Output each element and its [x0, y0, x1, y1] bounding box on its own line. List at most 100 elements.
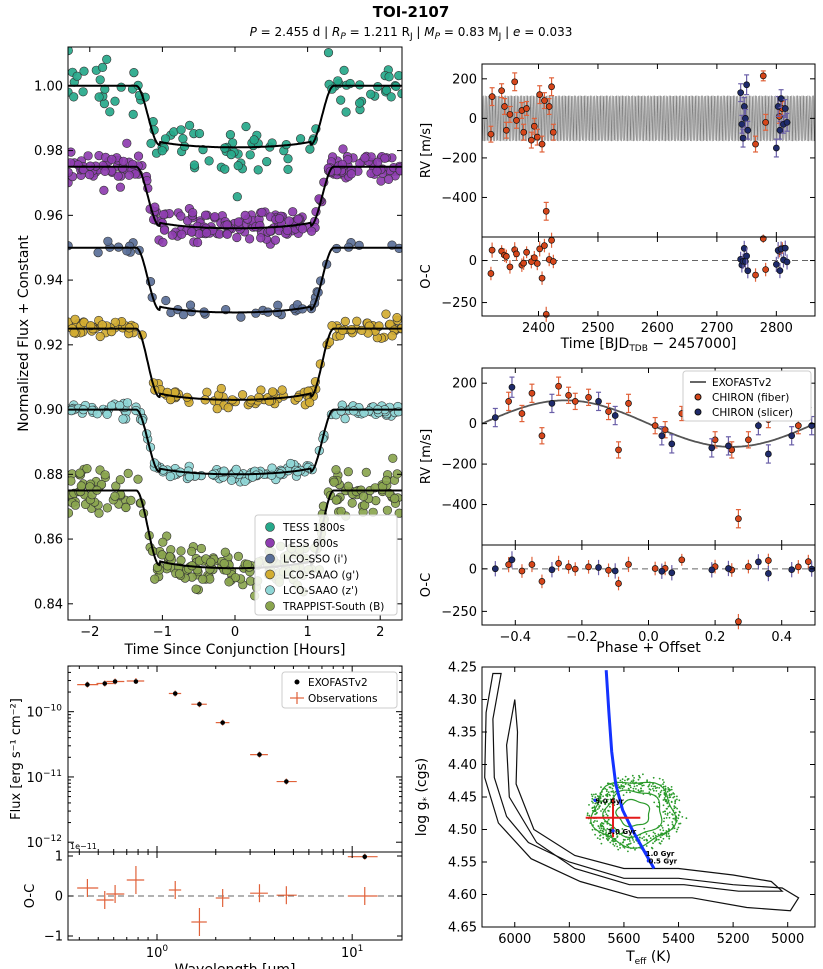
posterior-sample [619, 779, 622, 782]
fiber-residual-point [550, 258, 557, 265]
y-tick-label: −1 [44, 930, 63, 945]
posterior-sample [619, 844, 621, 846]
posterior-sample [662, 783, 664, 785]
flux-point [176, 125, 186, 135]
flux-point [191, 584, 201, 594]
flux-point [150, 574, 160, 584]
posterior-sample [650, 785, 653, 787]
y-tick-label: 1 [55, 850, 63, 865]
flux-point [79, 66, 89, 76]
flux-point [102, 503, 112, 513]
slicer-rv-point [658, 432, 666, 440]
figure-title: TOI-2107 [373, 3, 450, 21]
posterior-sample [632, 781, 634, 783]
y-tick-label: 4.25 [448, 661, 477, 676]
rv-phase-panel: −400 −200 0 200 −250 0 −0.4 −0.2 0.0 0.2 0.4 RV [m/… [419, 367, 816, 656]
posterior-sample [609, 828, 612, 831]
slicer-rv-point [743, 81, 750, 89]
flux-point [72, 71, 82, 81]
fiber-rv-point [542, 207, 550, 215]
posterior-sample [624, 839, 626, 841]
transit-legend: TESS 1800s TESS 600s LCO-SSO (i') LCO-SAAO … [254, 514, 398, 616]
flux-point [232, 192, 242, 202]
posterior-sample [600, 800, 602, 803]
flux-point [167, 230, 177, 240]
fiber-rv-point [759, 72, 767, 80]
posterior-sample [662, 829, 665, 832]
posterior-sample [673, 805, 676, 808]
posterior-sample [656, 786, 658, 789]
posterior-sample [600, 822, 603, 824]
x-tick-label: 5200 [717, 932, 750, 947]
posterior-sample [632, 779, 635, 781]
posterior-sample [648, 791, 651, 794]
posterior-sample [600, 786, 602, 788]
flux-point [240, 210, 250, 220]
fiber-residual-point [745, 563, 752, 570]
fiber-residual-point [804, 558, 812, 565]
flux-point [122, 138, 132, 148]
fiber-rv-point [487, 130, 495, 138]
posterior-sample [662, 811, 665, 813]
flux-point [343, 467, 353, 477]
posterior-sample [666, 790, 669, 793]
posterior-sample [671, 821, 674, 823]
posterior-sample [633, 841, 635, 843]
flux-point [355, 98, 365, 108]
posterior-sample [586, 814, 589, 816]
slicer-rv-point [508, 383, 516, 391]
x-tick-label: 5400 [662, 932, 695, 947]
posterior-sample [636, 784, 638, 787]
flux-point [103, 236, 113, 246]
slicer-rv-point [740, 103, 748, 110]
flux-point [124, 170, 134, 180]
flux-point [233, 551, 243, 562]
flux-point [69, 92, 79, 102]
flux-point [233, 161, 243, 171]
offset-label: 1e−11 [70, 842, 97, 851]
posterior-sample [661, 827, 664, 829]
posterior-sample [611, 783, 614, 786]
fiber-residual-point [538, 578, 546, 585]
sed-panel: 100 101 10−12 10−11 10−10 −1 0 1 1e−11 Wavelength… [9, 665, 403, 969]
posterior-sample [679, 822, 682, 825]
flux-point [272, 307, 283, 318]
flux-point [76, 481, 86, 491]
slicer-rv-point [742, 115, 749, 122]
posterior-sample [662, 804, 665, 807]
flux-point [293, 214, 303, 224]
y-tick-label: 1.00 [34, 79, 63, 94]
flux-point [230, 572, 240, 583]
flux-point [202, 228, 212, 238]
flux-point [95, 75, 105, 85]
flux-point [343, 481, 353, 491]
posterior-sample [664, 795, 667, 798]
posterior-sample [649, 837, 652, 839]
posterior-sample [598, 827, 601, 829]
legend-box [254, 514, 398, 616]
posterior-sample [653, 801, 656, 804]
flux-point [115, 400, 125, 411]
posterior-sample [626, 838, 629, 841]
fiber-rv-point [545, 103, 553, 110]
flux-point [256, 233, 266, 243]
flux-point [392, 313, 402, 323]
flux-point [220, 164, 230, 174]
flux-point [358, 491, 369, 502]
posterior-sample [641, 837, 644, 840]
posterior-sample [616, 845, 619, 848]
fiber-residual-point [518, 567, 526, 575]
posterior-sample [666, 835, 668, 838]
fiber-residual-point [651, 565, 659, 572]
fiber-rv-point [571, 398, 579, 405]
outer-contour [484, 672, 800, 912]
posterior-sample [619, 787, 621, 790]
rv-time-panel: −400 −200 0 200 −250 0 2400 2500 2600 2700 2800 RV … [419, 63, 816, 354]
posterior-sample [612, 794, 615, 797]
posterior-sample [599, 834, 602, 836]
posterior-sample [654, 785, 657, 788]
posterior-sample [627, 787, 630, 790]
posterior-sample [648, 788, 651, 790]
posterior-sample [667, 824, 670, 827]
y-tick-label: 0.92 [34, 338, 63, 353]
